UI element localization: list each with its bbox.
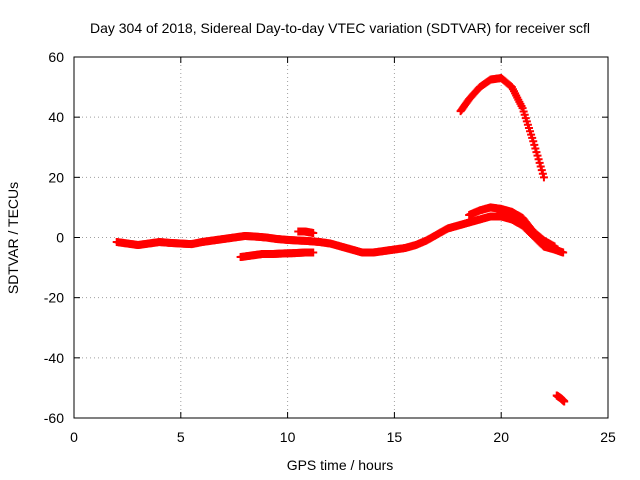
y-tick-label: -20 xyxy=(44,290,64,306)
axis-ticks xyxy=(73,56,609,419)
x-tick-label: 5 xyxy=(177,429,185,445)
series-arc-main xyxy=(112,212,568,257)
x-tick-label: 20 xyxy=(493,429,509,445)
x-tick-label: 0 xyxy=(70,429,78,445)
series-arc-bump xyxy=(465,203,559,251)
y-tick-label: -60 xyxy=(44,410,64,426)
data-points xyxy=(112,74,569,406)
chart-title: Day 304 of 2018, Sidereal Day-to-day VTE… xyxy=(90,20,590,36)
x-tick-label: 25 xyxy=(600,429,616,445)
y-tick-label: -40 xyxy=(44,350,64,366)
x-tick-label: 15 xyxy=(387,429,403,445)
data-point xyxy=(309,248,318,257)
series-arc-upper xyxy=(456,74,548,182)
data-point xyxy=(539,173,548,182)
data-point xyxy=(309,228,318,237)
data-point xyxy=(560,397,569,406)
series-arc-short xyxy=(294,227,318,237)
tick-labels: 0 5 10 15 20 25 -60 -40 -20 0 20 40 60 xyxy=(44,49,616,445)
data-point xyxy=(559,248,568,257)
data-point xyxy=(550,242,559,251)
y-axis-label: SDTVAR / TECUs xyxy=(5,182,21,294)
x-axis-label: GPS time / hours xyxy=(287,457,394,473)
y-tick-label: 20 xyxy=(48,169,64,185)
x-tick-label: 10 xyxy=(280,429,296,445)
grid xyxy=(74,57,608,418)
series-arc-lower xyxy=(236,248,318,262)
y-tick-label: 40 xyxy=(48,109,64,125)
y-tick-label: 60 xyxy=(48,49,64,65)
series-arc-outlier xyxy=(552,391,569,406)
y-tick-label: 0 xyxy=(56,230,64,246)
